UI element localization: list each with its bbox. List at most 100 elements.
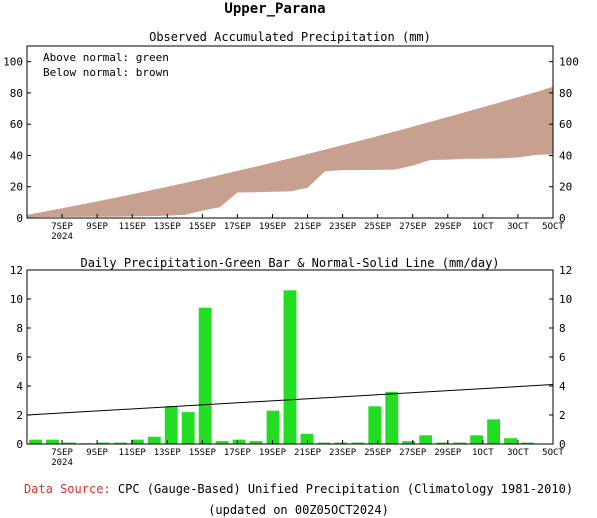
daily-bar-10 [198, 307, 212, 444]
daily-bar-2 [62, 442, 76, 444]
acc-xtick-label-12: 1OCT [472, 222, 494, 232]
acc-xtick-label-0: 7SEP [51, 222, 73, 232]
legend-below-normal: Below normal: brown [43, 66, 169, 79]
accumulated-plot-frame [26, 45, 554, 219]
chart-title: Upper_Parana [224, 1, 325, 17]
acc-ytick-label-right-1: 20 [559, 181, 572, 194]
accumulated-panel-title: Observed Accumulated Precipitation (mm) [149, 30, 431, 44]
daily-bar-27 [487, 419, 501, 444]
acc-ytick-label-right-2: 40 [559, 149, 572, 162]
daily-ytick-label-right-3: 6 [559, 351, 566, 364]
daily-bar-7 [147, 436, 161, 444]
daily-bar-15 [283, 290, 297, 444]
acc-ytick-label-right-4: 80 [559, 87, 572, 100]
daily-ytick-label-left-0: 0 [16, 438, 23, 451]
daily-bar-13 [249, 441, 263, 444]
acc-ytick-label-left-3: 60 [10, 118, 23, 131]
acc-xtick-label-5: 17SEP [224, 222, 252, 232]
daily-xtick-label-1: 9SEP [86, 448, 108, 458]
daily-ytick-label-left-2: 4 [16, 380, 23, 393]
acc-xtick-label-2: 11SEP [119, 222, 147, 232]
acc-xtick-label-13: 3OCT [507, 222, 529, 232]
data-source-line: Data Source: CPC (Gauge-Based) Unified P… [0, 482, 597, 496]
acc-ytick-label-left-5: 100 [3, 56, 23, 69]
data-source-text: CPC (Gauge-Based) Unified Precipitation … [117, 482, 574, 496]
acc-xtick-label-9: 25SEP [364, 222, 392, 232]
daily-ytick-label-left-5: 10 [10, 293, 23, 306]
daily-xtick-label-7: 21SEP [294, 448, 322, 458]
daily-ytick-label-left-1: 2 [16, 409, 23, 422]
daily-xtick-label-4: 15SEP [189, 448, 217, 458]
daily-bar-23 [419, 435, 433, 444]
acc-ytick-label-right-5: 100 [559, 56, 579, 69]
daily-bars [29, 290, 534, 444]
daily-bar-24 [436, 442, 450, 444]
daily-bar-22 [402, 441, 416, 444]
acc-xtick-label-14: 5OCT [542, 222, 564, 232]
acc-ytick-label-left-2: 40 [10, 149, 23, 162]
daily-bar-11 [215, 441, 229, 444]
daily-xtick-label-2: 11SEP [119, 448, 147, 458]
daily-ytick-label-right-0: 0 [559, 438, 566, 451]
daily-bar-14 [266, 410, 280, 444]
daily-ytick-label-right-2: 4 [559, 380, 566, 393]
daily-ytick-label-left-6: 12 [10, 264, 23, 277]
accumulated-y-ticks: 0 0 20 20 40 40 60 60 80 80 100 100 [3, 56, 579, 225]
acc-xtick-sublabel-0: 2024 [51, 232, 73, 242]
daily-bar-8 [164, 406, 178, 444]
daily-bar-16 [300, 433, 314, 444]
daily-bar-25 [453, 442, 467, 444]
daily-bar-28 [504, 438, 518, 444]
daily-bar-9 [181, 412, 195, 444]
daily-ytick-label-right-6: 12 [559, 264, 572, 277]
daily-bar-18 [334, 442, 348, 444]
daily-bar-1 [46, 439, 59, 444]
daily-ytick-label-left-4: 8 [16, 322, 23, 335]
daily-bar-21 [385, 391, 399, 444]
daily-xtick-label-9: 25SEP [364, 448, 392, 458]
acc-ytick-label-left-0: 0 [16, 212, 23, 225]
acc-ytick-label-left-4: 80 [10, 87, 23, 100]
legend-above-normal: Above normal: green [43, 51, 169, 64]
daily-bar-5 [113, 442, 127, 444]
daily-bar-0 [29, 439, 42, 444]
daily-normal-line [26, 384, 554, 416]
daily-bar-19 [351, 442, 365, 444]
daily-bar-17 [317, 442, 331, 444]
updated-line: (updated on 00Z05OCT2024) [208, 503, 389, 517]
daily-panel-title: Daily Precipitation-Green Bar & Normal-S… [80, 256, 499, 270]
daily-bar-4 [96, 442, 110, 444]
acc-xtick-label-10: 27SEP [399, 222, 427, 232]
daily-ytick-label-right-1: 2 [559, 409, 566, 422]
daily-y-ticks: 0 0 2 2 4 4 6 6 8 8 10 10 12 12 [10, 264, 573, 451]
acc-xtick-label-11: 29SEP [434, 222, 462, 232]
daily-bar-12 [232, 439, 246, 444]
daily-ytick-label-right-4: 8 [559, 322, 566, 335]
acc-xtick-label-3: 13SEP [154, 222, 182, 232]
daily-bar-20 [368, 406, 382, 444]
daily-xtick-label-14: 5OCT [542, 448, 564, 458]
acc-xtick-label-8: 23SEP [329, 222, 357, 232]
acc-ytick-label-right-0: 0 [559, 212, 566, 225]
daily-bar-6 [130, 439, 144, 444]
daily-xtick-label-12: 1OCT [472, 448, 494, 458]
daily-xtick-label-3: 13SEP [154, 448, 182, 458]
acc-ytick-label-right-3: 60 [559, 118, 572, 131]
acc-xtick-label-1: 9SEP [86, 222, 108, 232]
daily-xtick-label-8: 23SEP [329, 448, 357, 458]
daily-xtick-sublabel-0: 2024 [51, 458, 73, 468]
daily-bar-26 [470, 435, 484, 444]
below-normal-area [27, 86, 553, 219]
daily-xtick-label-13: 3OCT [507, 448, 529, 458]
acc-ytick-label-left-1: 20 [10, 181, 23, 194]
acc-xtick-label-4: 15SEP [189, 222, 217, 232]
acc-xtick-label-7: 21SEP [294, 222, 322, 232]
data-source-label: Data Source: [23, 482, 111, 496]
daily-xtick-label-5: 17SEP [224, 448, 252, 458]
daily-xtick-label-0: 7SEP [51, 448, 73, 458]
daily-bar-29 [521, 442, 534, 444]
